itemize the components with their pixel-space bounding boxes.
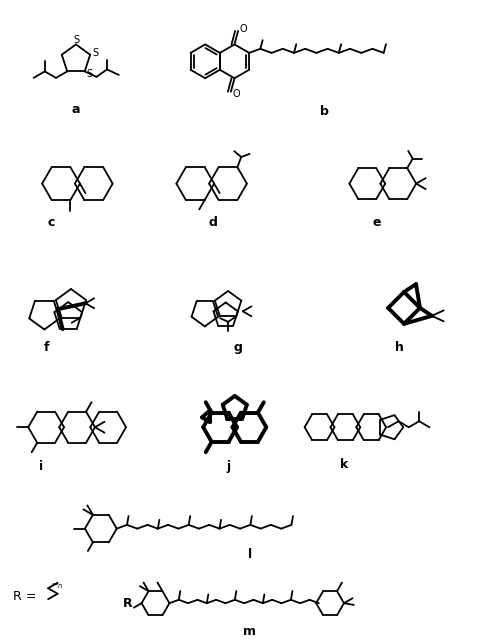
Text: S: S xyxy=(87,69,93,79)
Text: a: a xyxy=(72,103,80,115)
Text: $\sim\!\!_n$: $\sim\!\!_n$ xyxy=(49,581,63,591)
Text: d: d xyxy=(209,216,218,229)
Text: i: i xyxy=(39,460,43,474)
Text: O: O xyxy=(239,24,247,34)
Text: m: m xyxy=(243,624,257,638)
Text: f: f xyxy=(44,341,49,354)
Text: g: g xyxy=(234,341,242,354)
Text: S: S xyxy=(92,47,98,58)
Text: k: k xyxy=(340,458,348,472)
Text: e: e xyxy=(373,216,381,229)
Text: c: c xyxy=(47,216,55,229)
Text: R: R xyxy=(123,597,133,610)
Text: O: O xyxy=(232,88,240,99)
Text: h: h xyxy=(394,341,404,354)
Text: b: b xyxy=(320,104,329,117)
Text: R =: R = xyxy=(14,590,37,603)
Text: S: S xyxy=(73,35,79,46)
Text: l: l xyxy=(248,548,252,561)
Text: j: j xyxy=(226,460,230,474)
